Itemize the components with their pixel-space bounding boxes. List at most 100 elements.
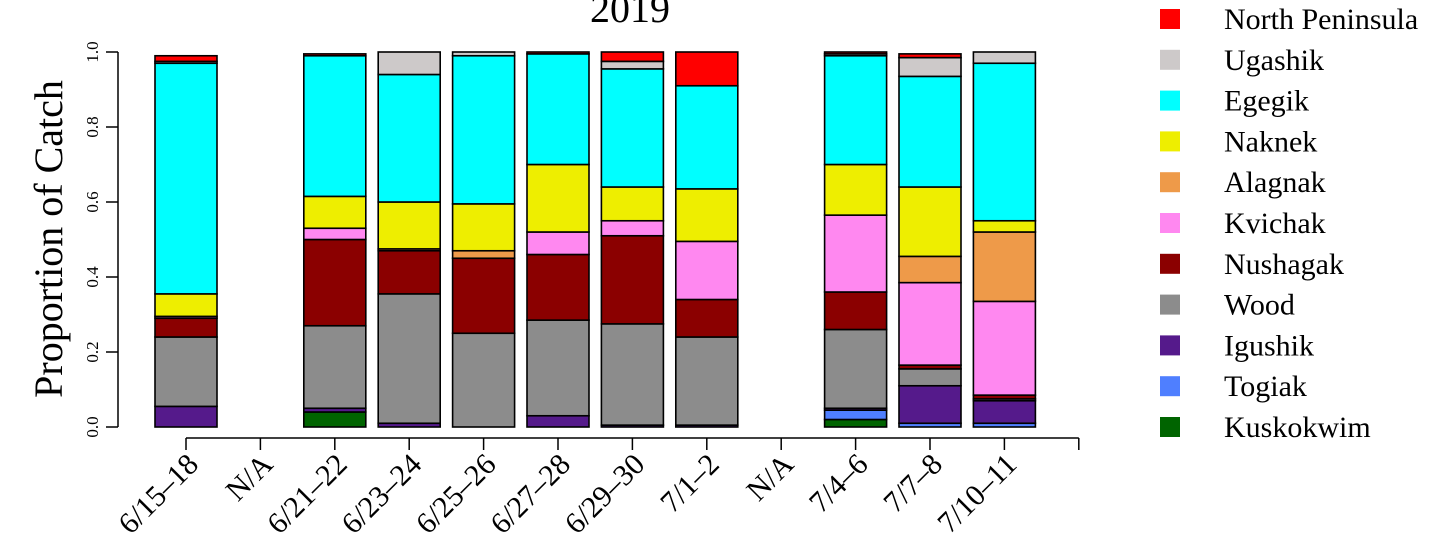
bar-segment-igushik [526, 414, 590, 428]
bar-segment-naknek [600, 186, 665, 222]
legend-label: Kvichak [1224, 207, 1326, 240]
bar-segment-kuskokwim [302, 411, 367, 428]
x-tick-label: 6/29–30 [558, 448, 651, 541]
bar-segment-north-peninsula [302, 53, 367, 57]
legend-swatch [1160, 213, 1180, 233]
y-tick-label: 0.6 [83, 191, 102, 212]
y-tick-label: 0.8 [83, 116, 102, 137]
bar-segment-nushagak [600, 234, 665, 325]
bar-segment-naknek [451, 203, 516, 252]
bar-segment-nushagak [674, 298, 739, 338]
bar-segment-wood [526, 319, 590, 417]
bar-segment-alagnak [451, 249, 516, 260]
bar-segment-ugashik [600, 60, 665, 70]
bar-segment-egegik [526, 53, 590, 166]
bar-segment-wood [600, 323, 665, 426]
bar-segment-kvichak [674, 240, 739, 301]
bar-segment-naknek [898, 186, 962, 258]
legend-swatch [1160, 9, 1180, 29]
x-tick-label: 7/10–11 [931, 448, 1023, 540]
bar-segment-igushik [154, 405, 218, 428]
bar-segment-egegik [823, 54, 888, 166]
legend-label: Alagnak [1224, 166, 1326, 199]
legend-label: Nushagak [1224, 248, 1344, 281]
bar-segment-kvichak [302, 227, 367, 241]
bar-segment-naknek [377, 201, 442, 250]
x-tick-label: 6/27–28 [484, 448, 577, 541]
legend-label: Igushik [1224, 329, 1314, 362]
bar-segment-wood [377, 293, 442, 425]
bar-segment-nushagak [377, 249, 442, 295]
bar-segment-egegik [377, 73, 442, 203]
legend-swatch [1160, 172, 1180, 193]
bar-segment-nushagak [451, 257, 516, 335]
y-tick-label: 0.2 [83, 341, 102, 362]
bar-segment-nushagak [526, 253, 590, 321]
bar-segment-nushagak [823, 291, 888, 331]
y-tick-label: 0.0 [83, 416, 102, 437]
legend-swatch [1160, 294, 1180, 315]
x-tick-label: 6/21–22 [261, 448, 354, 541]
bar-segment-ugashik [972, 51, 1037, 65]
bar-segment-kvichak [823, 214, 888, 293]
bar-segment-kvichak [526, 231, 590, 256]
x-tick-label: 6/23–24 [335, 448, 428, 541]
bar-segment-igushik [972, 399, 1037, 425]
x-tick-label: N/A [219, 447, 279, 507]
bar-segment-egegik [972, 62, 1037, 222]
x-tick-label: 6/25–26 [410, 448, 503, 541]
x-tick-label: 7/1–2 [654, 448, 726, 520]
bar-segment-ugashik [898, 56, 962, 78]
bar-segment-ugashik [377, 51, 442, 76]
bar-segment-egegik [674, 84, 739, 190]
bar-segment-egegik [154, 62, 218, 295]
bar-segment-ugashik [451, 51, 516, 57]
y-tick-label: 1.0 [83, 41, 102, 62]
bar-segment-north-peninsula [154, 54, 218, 63]
bar-segment-kvichak [600, 219, 665, 237]
bar-segment-naknek [302, 195, 367, 230]
bar-segment-alagnak [972, 231, 1037, 303]
bar-segment-naknek [823, 163, 888, 216]
bar-segment-wood [823, 328, 888, 410]
legend-label: Egegik [1224, 85, 1309, 118]
legend-label: Wood [1224, 289, 1295, 322]
bar-segment-kuskokwim [823, 418, 888, 428]
bar-segment-north-peninsula [823, 51, 888, 55]
bar-segment-north-peninsula [674, 51, 739, 87]
bar-segment-naknek [526, 163, 590, 233]
bar-segment-wood [154, 336, 218, 408]
legend-swatch [1160, 253, 1180, 274]
bar-segment-wood [451, 332, 516, 428]
bar-segment-wood [302, 324, 367, 410]
legend: North Peninsula Ugashik Egegik Naknek Alagna… [1160, 3, 1418, 444]
legend-swatch [1160, 131, 1180, 152]
bar-segment-egegik [898, 75, 962, 188]
y-axis-label: Proportion of Catch [26, 80, 71, 398]
bar-segment-wood [674, 336, 739, 426]
bar-segment-wood [898, 368, 962, 387]
legend-swatch [1160, 335, 1180, 356]
bar-segment-kvichak [972, 300, 1037, 396]
chart-title: 2019 [590, 0, 670, 31]
legend-swatch [1160, 90, 1180, 111]
bar-segment-kvichak [898, 281, 962, 366]
bar-segment-egegik [451, 54, 516, 205]
bar-segment-egegik [600, 68, 665, 188]
bar-segment-igushik [898, 384, 962, 425]
y-axis: 0.0 0.2 0.4 0.6 0.8 1.0 [83, 41, 119, 438]
bar-segment-naknek [154, 293, 218, 318]
bar-segment-alagnak [898, 255, 962, 284]
bar-segment-naknek [972, 219, 1037, 233]
x-tick-label: 6/15–18 [112, 448, 205, 541]
legend-label: Ugashik [1224, 44, 1324, 77]
legend-swatch [1160, 417, 1180, 437]
legend-label: Kuskokwim [1224, 411, 1371, 444]
bar-segment-egegik [302, 54, 367, 198]
bar-segment-naknek [674, 188, 739, 243]
bar-segment-north-peninsula [898, 53, 962, 59]
x-tick-label: N/A [740, 447, 800, 507]
x-axis: 6/15–18 N/A6/21–226/23–246/25–266/27–286/… [112, 437, 1080, 541]
bar-segment-north-peninsula [600, 51, 665, 63]
